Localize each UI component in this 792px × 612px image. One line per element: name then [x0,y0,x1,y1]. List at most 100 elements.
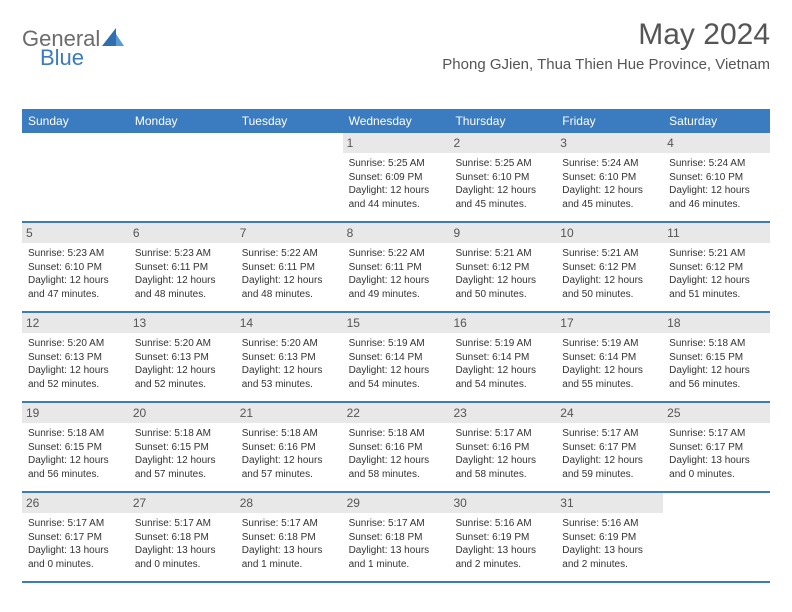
day-detail-line: Daylight: 12 hours [455,454,550,468]
day-detail-line: and 57 minutes. [135,468,230,482]
day-detail-line: Sunset: 6:16 PM [242,441,337,455]
day-detail-line: Sunrise: 5:20 AM [242,337,337,351]
week-row: 26Sunrise: 5:17 AMSunset: 6:17 PMDayligh… [22,493,770,583]
day-number: 25 [663,403,770,423]
day-detail-line: Daylight: 12 hours [349,274,444,288]
day-cell: 23Sunrise: 5:17 AMSunset: 6:16 PMDayligh… [449,403,556,491]
day-detail-line: Sunrise: 5:24 AM [562,157,657,171]
day-detail-line: Daylight: 12 hours [455,184,550,198]
day-detail-line: Sunset: 6:13 PM [242,351,337,365]
day-header-cell: Saturday [663,109,770,133]
day-detail-line: and 52 minutes. [135,378,230,392]
day-number: 21 [236,403,343,423]
day-header-cell: Friday [556,109,663,133]
day-number: 24 [556,403,663,423]
day-detail-line: Daylight: 12 hours [28,274,123,288]
day-cell: 18Sunrise: 5:18 AMSunset: 6:15 PMDayligh… [663,313,770,401]
day-detail-line: Sunset: 6:17 PM [562,441,657,455]
day-detail-line: Sunrise: 5:21 AM [669,247,764,261]
week-row: 5Sunrise: 5:23 AMSunset: 6:10 PMDaylight… [22,223,770,313]
day-detail-line: Sunrise: 5:17 AM [242,517,337,531]
day-cell: 28Sunrise: 5:17 AMSunset: 6:18 PMDayligh… [236,493,343,581]
day-number: 8 [343,223,450,243]
day-number: 26 [22,493,129,513]
day-header-cell: Tuesday [236,109,343,133]
day-detail-line: Sunrise: 5:19 AM [562,337,657,351]
day-detail-line: Sunrise: 5:25 AM [455,157,550,171]
day-cell [663,493,770,581]
day-detail-line: and 50 minutes. [455,288,550,302]
day-cell [129,133,236,221]
day-detail-line: Daylight: 13 hours [28,544,123,558]
day-cell: 5Sunrise: 5:23 AMSunset: 6:10 PMDaylight… [22,223,129,311]
day-detail-line: and 1 minute. [242,558,337,572]
day-cell: 22Sunrise: 5:18 AMSunset: 6:16 PMDayligh… [343,403,450,491]
day-detail-line: Sunrise: 5:18 AM [349,427,444,441]
day-detail-line: Sunset: 6:14 PM [562,351,657,365]
day-number: 23 [449,403,556,423]
day-detail-line: Sunset: 6:12 PM [455,261,550,275]
day-detail-line: Sunrise: 5:25 AM [349,157,444,171]
day-detail-line: Sunrise: 5:17 AM [669,427,764,441]
day-detail-line: Sunset: 6:10 PM [455,171,550,185]
day-detail-line: and 0 minutes. [669,468,764,482]
day-detail-line: and 57 minutes. [242,468,337,482]
day-detail-line: Sunrise: 5:16 AM [455,517,550,531]
day-number: 6 [129,223,236,243]
day-detail-line: Sunrise: 5:21 AM [562,247,657,261]
day-number: 4 [663,133,770,153]
day-detail-line: Daylight: 12 hours [242,274,337,288]
day-detail-line: and 46 minutes. [669,198,764,212]
day-cell: 26Sunrise: 5:17 AMSunset: 6:17 PMDayligh… [22,493,129,581]
day-detail-line: Sunset: 6:10 PM [669,171,764,185]
day-detail-line: and 2 minutes. [562,558,657,572]
day-detail-line: Sunrise: 5:17 AM [562,427,657,441]
day-cell: 30Sunrise: 5:16 AMSunset: 6:19 PMDayligh… [449,493,556,581]
day-detail-line: Sunset: 6:10 PM [562,171,657,185]
day-detail-line: Daylight: 12 hours [349,454,444,468]
day-detail-line: and 52 minutes. [28,378,123,392]
day-detail-line: Daylight: 12 hours [669,184,764,198]
day-number: 7 [236,223,343,243]
day-detail-line: Sunset: 6:11 PM [242,261,337,275]
day-cell: 16Sunrise: 5:19 AMSunset: 6:14 PMDayligh… [449,313,556,401]
day-detail-line: Sunrise: 5:21 AM [455,247,550,261]
day-cell: 29Sunrise: 5:17 AMSunset: 6:18 PMDayligh… [343,493,450,581]
day-number: 16 [449,313,556,333]
day-detail-line: Sunset: 6:15 PM [135,441,230,455]
day-detail-line: and 1 minute. [349,558,444,572]
day-cell: 25Sunrise: 5:17 AMSunset: 6:17 PMDayligh… [663,403,770,491]
day-cell [236,133,343,221]
day-detail-line: Sunrise: 5:24 AM [669,157,764,171]
day-detail-line: Sunset: 6:09 PM [349,171,444,185]
day-detail-line: Daylight: 12 hours [349,184,444,198]
day-number: 11 [663,223,770,243]
day-detail-line: Sunrise: 5:20 AM [28,337,123,351]
day-detail-line: Sunset: 6:10 PM [28,261,123,275]
day-cell: 10Sunrise: 5:21 AMSunset: 6:12 PMDayligh… [556,223,663,311]
day-detail-line: and 48 minutes. [135,288,230,302]
day-number: 28 [236,493,343,513]
day-detail-line: and 53 minutes. [242,378,337,392]
day-detail-line: Sunset: 6:19 PM [562,531,657,545]
day-detail-line: and 0 minutes. [135,558,230,572]
day-detail-line: and 58 minutes. [455,468,550,482]
week-row: 12Sunrise: 5:20 AMSunset: 6:13 PMDayligh… [22,313,770,403]
day-detail-line: and 49 minutes. [349,288,444,302]
day-cell: 17Sunrise: 5:19 AMSunset: 6:14 PMDayligh… [556,313,663,401]
day-cell: 15Sunrise: 5:19 AMSunset: 6:14 PMDayligh… [343,313,450,401]
day-number: 1 [343,133,450,153]
calendar: SundayMondayTuesdayWednesdayThursdayFrid… [22,109,770,583]
week-row: 1Sunrise: 5:25 AMSunset: 6:09 PMDaylight… [22,133,770,223]
day-detail-line: Daylight: 13 hours [562,544,657,558]
day-cell [22,133,129,221]
day-detail-line: and 0 minutes. [28,558,123,572]
day-detail-line: Sunrise: 5:18 AM [135,427,230,441]
day-detail-line: and 50 minutes. [562,288,657,302]
day-detail-line: and 54 minutes. [455,378,550,392]
day-detail-line: Sunset: 6:18 PM [135,531,230,545]
day-detail-line: and 56 minutes. [669,378,764,392]
day-detail-line: and 48 minutes. [242,288,337,302]
day-detail-line: and 44 minutes. [349,198,444,212]
day-number: 15 [343,313,450,333]
